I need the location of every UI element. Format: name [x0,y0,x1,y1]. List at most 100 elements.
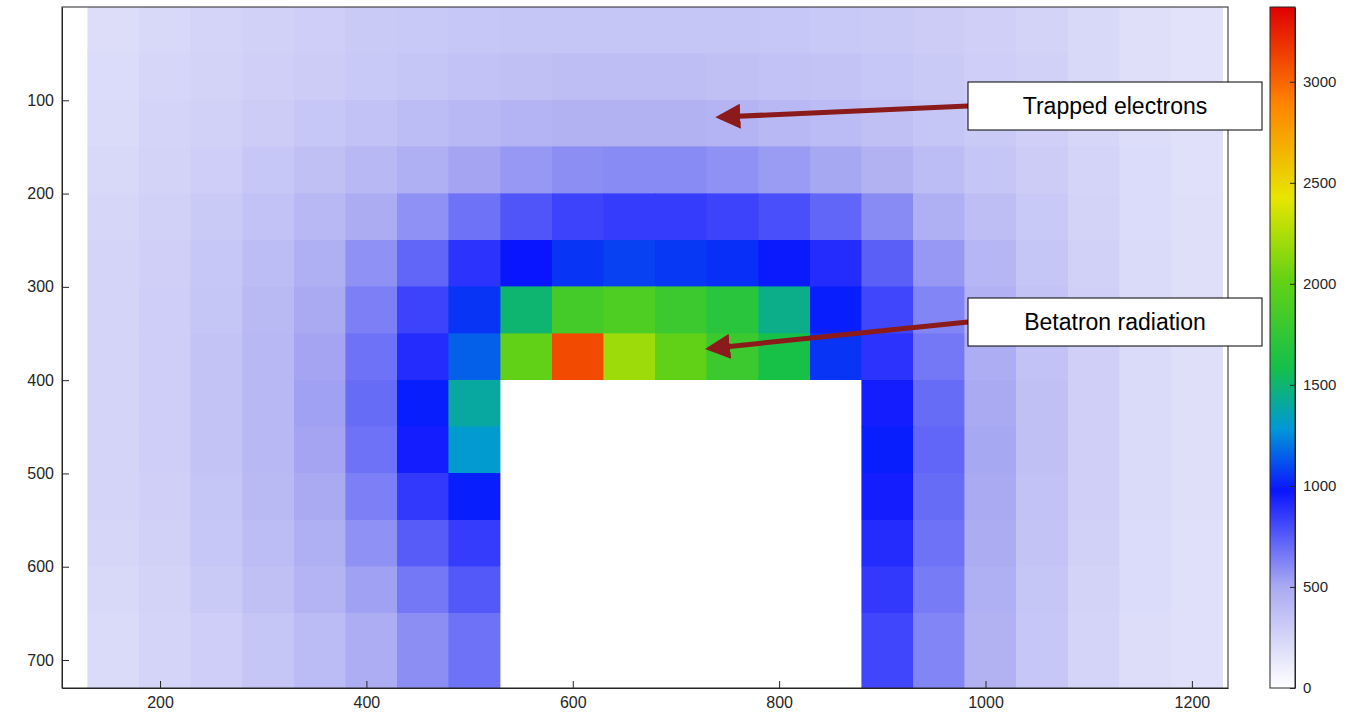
cell [604,54,656,101]
cell [810,240,862,287]
tick-label: 3000 [1303,73,1336,90]
cell [139,100,191,147]
tick-mark [62,100,69,101]
cell [1171,567,1223,614]
tick: 800 [766,681,793,711]
cell [243,380,295,427]
cell [501,613,553,688]
cell [191,7,243,54]
cell [810,147,862,194]
tick-mark [160,681,161,688]
tick: 200 [27,185,69,202]
cell [604,194,656,241]
colorbar-axis: 050010001500200025003000 [1290,8,1336,697]
cell [604,380,656,427]
tick: 0 [1290,679,1311,696]
cell [862,613,914,688]
annotation-box [968,298,1262,346]
cell [294,7,346,54]
cell [655,520,707,567]
cell [294,520,346,567]
cell [552,380,604,427]
cell [862,427,914,474]
tick-label: 100 [27,92,54,109]
cell [759,287,811,334]
cell [965,613,1017,688]
cell [1016,427,1068,474]
cell [139,427,191,474]
cell [552,7,604,54]
cell [294,147,346,194]
cell [604,520,656,567]
cell [604,427,656,474]
cell [397,7,449,54]
cell [139,380,191,427]
cell [655,473,707,520]
cell [913,147,965,194]
cell [862,54,914,101]
cell [810,100,862,147]
cell [655,147,707,194]
cell [191,240,243,287]
cell [1068,380,1120,427]
cell [655,287,707,334]
cell [810,194,862,241]
cell [501,287,553,334]
cell [294,287,346,334]
tick-label: 0 [1303,679,1311,696]
cell [913,54,965,101]
tick-label: 1500 [1303,376,1336,393]
tick-mark [779,681,780,688]
cell [862,567,914,614]
cell [759,7,811,54]
cell [1016,520,1068,567]
cell [346,380,398,427]
cell [604,240,656,287]
cell [1171,520,1223,567]
cell [88,520,140,567]
cell [139,613,191,688]
cell [294,427,346,474]
cell [1068,147,1120,194]
cell [191,194,243,241]
cell [655,194,707,241]
cell [191,54,243,101]
cell [810,7,862,54]
cell [346,147,398,194]
cell [862,147,914,194]
cell [707,54,759,101]
cell [707,380,759,427]
cell [862,240,914,287]
cell [191,427,243,474]
tick-mark [1192,681,1193,688]
cell [397,287,449,334]
tick-label: 2000 [1303,275,1336,292]
cell [397,240,449,287]
cell [552,334,604,381]
cell [965,567,1017,614]
tick: 1000 [968,681,1004,711]
cell [397,380,449,427]
cell [862,473,914,520]
cell [759,380,811,427]
cell [397,54,449,101]
tick-mark [1290,385,1295,386]
cell [965,520,1017,567]
tick: 1200 [1175,681,1211,711]
cell [965,427,1017,474]
cell [346,334,398,381]
cell [88,473,140,520]
cell [604,7,656,54]
axis-line [63,688,1229,689]
cell [346,194,398,241]
cell [655,7,707,54]
cell [397,100,449,147]
tick: 1500 [1290,376,1336,393]
cell [1171,7,1223,54]
cell [913,7,965,54]
annotation-text: Betatron radiation [1024,309,1206,335]
cell [243,100,295,147]
cell [139,240,191,287]
cell [1016,473,1068,520]
cell [191,147,243,194]
